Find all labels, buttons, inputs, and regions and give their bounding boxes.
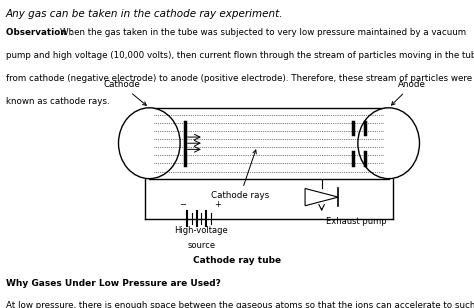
Text: Observation :: Observation :	[6, 28, 76, 37]
Text: from cathode (negative electrode) to anode (positive electrode). Therefore, thes: from cathode (negative electrode) to ano…	[6, 74, 472, 83]
Text: Any gas can be taken in the cathode ray experiment.: Any gas can be taken in the cathode ray …	[6, 9, 283, 19]
Text: Cathode rays: Cathode rays	[211, 150, 269, 200]
Text: Exhaust pump: Exhaust pump	[327, 217, 387, 226]
Ellipse shape	[118, 108, 180, 179]
Bar	[149, 108, 389, 179]
Text: Cathode ray tube: Cathode ray tube	[193, 256, 281, 265]
Text: known as cathode rays.: known as cathode rays.	[6, 97, 109, 106]
Text: pump and high voltage (10,000 volts), then current flown through the stream of p: pump and high voltage (10,000 volts), th…	[6, 51, 474, 60]
Text: Anode: Anode	[392, 80, 426, 105]
Text: When the gas taken in the tube was subjected to very low pressure maintained by : When the gas taken in the tube was subje…	[60, 28, 466, 37]
Text: High-voltage: High-voltage	[174, 226, 228, 235]
Text: +: +	[215, 201, 221, 209]
Text: −: −	[179, 201, 186, 209]
Text: Why Gases Under Low Pressure are Used?: Why Gases Under Low Pressure are Used?	[6, 279, 220, 288]
Text: Cathode: Cathode	[103, 80, 146, 105]
Text: At low pressure, there is enough space between the gaseous atoms so that the ion: At low pressure, there is enough space b…	[6, 301, 474, 308]
Ellipse shape	[358, 108, 419, 179]
Text: source: source	[187, 241, 216, 250]
